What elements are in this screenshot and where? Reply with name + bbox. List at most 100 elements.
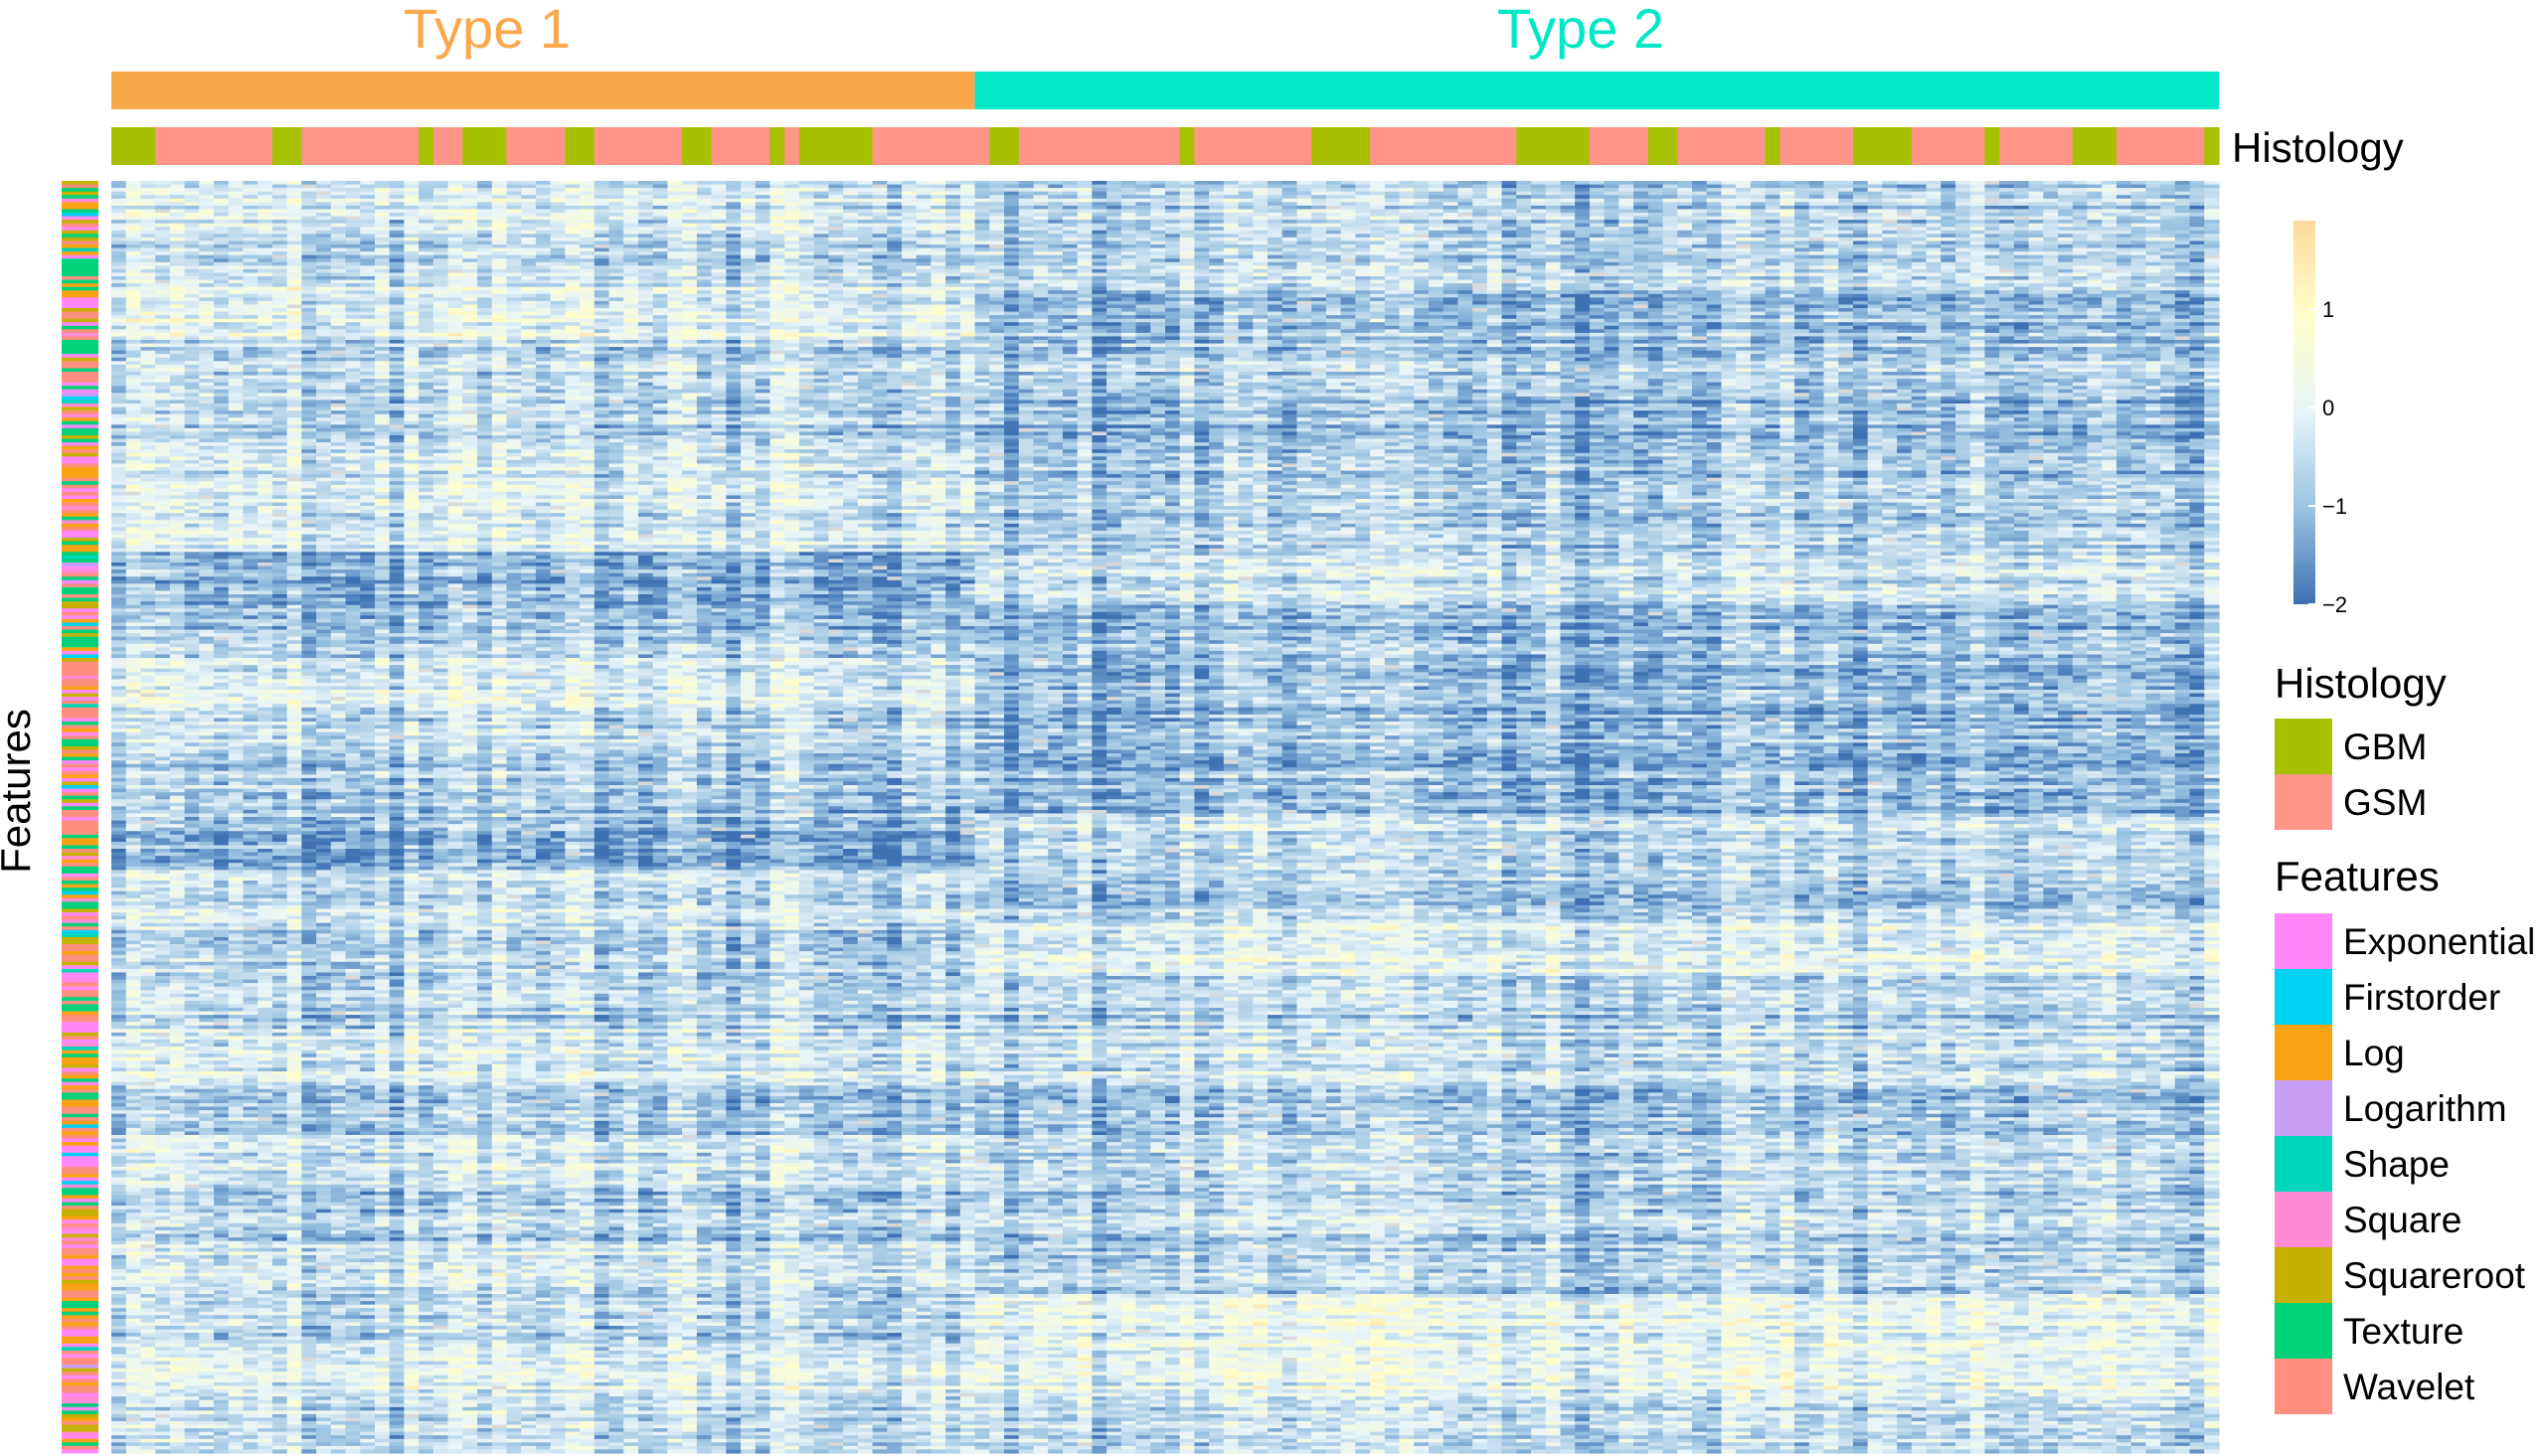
feature-annotation-cell	[62, 1340, 98, 1345]
heatmap-cell	[257, 697, 273, 702]
heatmap-cell	[111, 506, 127, 511]
heatmap-cell	[111, 1340, 127, 1345]
heatmap-cell	[257, 1025, 273, 1030]
heatmap-cell	[184, 1156, 200, 1161]
heatmap-cell	[184, 767, 200, 772]
heatmap-cell	[243, 1431, 258, 1436]
heatmap-cell	[257, 364, 273, 370]
heatmap-cell	[140, 640, 156, 645]
heatmap-cell	[125, 611, 142, 616]
heatmap-cell	[111, 774, 127, 779]
heatmap-cell	[140, 707, 156, 712]
feature-annotation-cell	[62, 700, 98, 705]
heatmap-cell	[243, 311, 258, 316]
heatmap-cell	[155, 424, 171, 429]
heatmap-cell	[199, 1240, 215, 1245]
heatmap-cell	[243, 410, 258, 415]
heatmap-cell	[271, 1272, 288, 1277]
heatmap-cell	[169, 304, 186, 309]
heatmap-cell	[199, 1286, 215, 1292]
heatmap-cell	[169, 947, 186, 952]
histology-annotation-bar	[111, 127, 2220, 165]
heatmap-cell	[169, 936, 186, 942]
heatmap-cell	[169, 1378, 186, 1383]
heatmap-cell	[214, 976, 230, 981]
heatmap-cell	[214, 1008, 230, 1013]
heatmap-cell	[155, 728, 171, 733]
heatmap-cell	[243, 216, 258, 221]
heatmap-column	[257, 181, 273, 1454]
heatmap-cell	[214, 1265, 230, 1270]
heatmap-cell	[271, 1354, 288, 1359]
heatmap-cell	[140, 1226, 156, 1231]
heatmap-cell	[111, 1381, 127, 1387]
heatmap-cell	[271, 785, 288, 790]
histology-cell	[974, 127, 990, 165]
heatmap-cell	[199, 1110, 215, 1115]
heatmap-cell	[140, 1135, 156, 1140]
heatmap-cell	[125, 831, 142, 836]
heatmap-cell	[214, 1424, 230, 1429]
heatmap-cell	[228, 1294, 245, 1299]
heatmap-cell	[184, 1350, 200, 1356]
heatmap-cell	[111, 258, 127, 263]
heatmap-cell	[214, 268, 230, 274]
heatmap-cell	[169, 986, 186, 991]
heatmap-cell	[257, 579, 273, 584]
heatmap-cell	[199, 576, 215, 581]
heatmap-cell	[155, 1343, 171, 1348]
feature-annotation-cell	[62, 954, 98, 959]
heatmap-cell	[257, 1117, 273, 1122]
heatmap-cell	[228, 1413, 245, 1419]
heatmap-cell	[169, 1265, 186, 1270]
heatmap-cell	[271, 1428, 288, 1433]
heatmap-cell	[184, 538, 200, 543]
heatmap-cell	[199, 1378, 215, 1383]
heatmap-cell	[184, 929, 200, 934]
heatmap-cell	[243, 442, 258, 447]
heatmap-cell	[271, 951, 288, 956]
heatmap-cell	[257, 661, 273, 666]
heatmap-cell	[155, 661, 171, 666]
heatmap-cell	[140, 604, 156, 609]
heatmap-cell	[243, 420, 258, 425]
feature-annotation-cell	[62, 254, 98, 259]
heatmap-cell	[243, 276, 258, 281]
heatmap-cell	[257, 491, 273, 497]
heatmap-cell	[243, 1322, 258, 1327]
heatmap-cell	[155, 559, 171, 564]
histology-cell	[1209, 127, 1225, 165]
feature-annotation-cell	[62, 1071, 98, 1076]
heatmap-cell	[184, 531, 200, 536]
heatmap-cell	[257, 1095, 273, 1101]
heatmap-cell	[155, 1413, 171, 1419]
heatmap-cell	[228, 481, 245, 486]
heatmap-cell	[169, 675, 186, 680]
heatmap-cell	[111, 622, 127, 627]
heatmap-cell	[271, 933, 288, 938]
heatmap-cell	[214, 979, 230, 984]
heatmap-cell	[257, 742, 273, 747]
heatmap-cell	[199, 1406, 215, 1411]
heatmap-cell	[169, 1428, 186, 1433]
heatmap-cell	[125, 343, 142, 348]
heatmap-cell	[155, 364, 171, 370]
heatmap-cell	[184, 202, 200, 207]
heatmap-cell	[228, 417, 245, 422]
heatmap-cell	[228, 672, 245, 677]
heatmap-cell	[214, 332, 230, 338]
heatmap-cell	[184, 1071, 200, 1076]
heatmap-cell	[125, 594, 142, 599]
heatmap-cell	[111, 1078, 127, 1083]
feature-annotation-cell	[62, 590, 98, 595]
heatmap-cell	[184, 802, 200, 807]
heatmap-cell	[125, 247, 142, 252]
heatmap-cell	[169, 484, 186, 489]
heatmap-cell	[214, 1336, 230, 1341]
heatmap-cell	[271, 672, 288, 677]
heatmap-cell	[155, 456, 171, 461]
histology-cell	[784, 127, 800, 165]
heatmap-cell	[257, 622, 273, 627]
heatmap-cell	[228, 654, 245, 659]
heatmap-cell	[199, 406, 215, 411]
